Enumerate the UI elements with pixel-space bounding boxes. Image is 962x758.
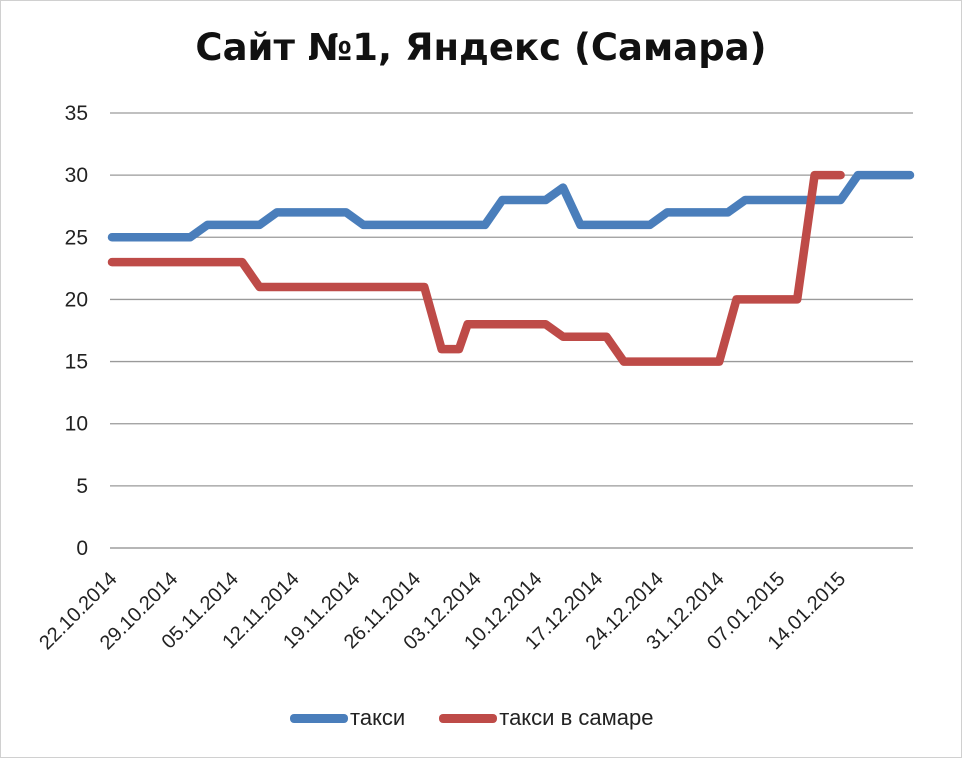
y-tick-label: 15 xyxy=(65,351,88,374)
legend-label-taxi-samara: такси в самаре xyxy=(499,705,654,730)
legend-item-taxi: такси xyxy=(290,705,405,731)
series-line-1 xyxy=(107,170,845,366)
series-line-0 xyxy=(107,170,915,242)
legend-swatch-taxi-samara xyxy=(439,713,498,723)
y-tick-label: 30 xyxy=(65,164,88,187)
legend-label-taxi: такси xyxy=(350,705,406,730)
y-tick-label: 35 xyxy=(65,102,88,125)
y-tick-label: 0 xyxy=(76,537,88,560)
legend-swatch-taxi xyxy=(290,713,348,723)
y-tick-label: 25 xyxy=(65,226,88,249)
legend-item-taxi-samara: такси в самаре xyxy=(439,705,653,731)
y-tick-label: 10 xyxy=(65,413,88,436)
chart-title: Сайт №1, Яндекс (Самара) xyxy=(195,26,767,69)
y-tick-label: 20 xyxy=(65,288,88,311)
chart-legend: такси такси в самаре xyxy=(290,703,657,733)
y-tick-label: 5 xyxy=(76,475,88,498)
